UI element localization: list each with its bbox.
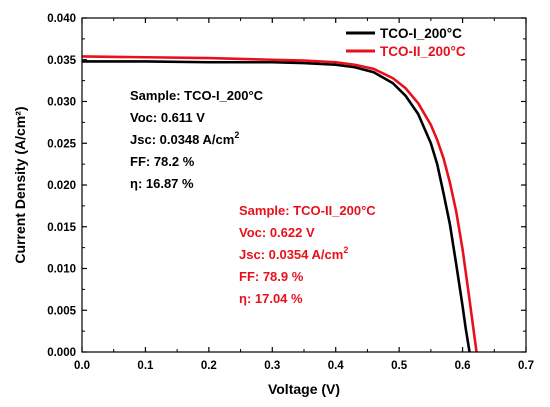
- annotation-line: FF: 78.2 %: [130, 154, 195, 169]
- series-line-1: [82, 60, 471, 352]
- x-tick-label: 0.2: [201, 360, 217, 372]
- annotation-line: η: 17.04 %: [239, 291, 303, 306]
- annotation-line: Jsc: 0.0354 A/cm2: [239, 245, 348, 262]
- annotation-line: FF: 78.9 %: [239, 269, 304, 284]
- legend-label-2: TCO-II_200°C: [380, 44, 466, 59]
- y-tick-label: 0.020: [47, 180, 76, 192]
- y-axis-title: Current Density (A/cm²): [12, 106, 28, 263]
- y-tick-label: 0.010: [47, 264, 76, 276]
- y-tick-label: 0.025: [47, 138, 76, 150]
- x-tick-label: 0.7: [518, 360, 534, 372]
- axes: 0.0 0.1 0.2 0.3 0.4 0.5 0.6 0.7 0.000 0.005 0.010 0…: [12, 13, 534, 397]
- y-tick-label: 0.015: [47, 222, 76, 234]
- series-line-2: [82, 55, 478, 352]
- annotations: Sample: TCO-I_200°C Voc: 0.611 V Jsc: 0.03…: [130, 88, 376, 306]
- annotation-line: Voc: 0.611 V: [130, 110, 205, 125]
- x-tick-label: 0.4: [328, 360, 345, 372]
- x-tick-label: 0.6: [455, 360, 471, 372]
- legend-label-1: TCO-I_200°C: [380, 26, 462, 41]
- annotation-line: Jsc: 0.0348 A/cm2: [130, 130, 239, 147]
- y-tick-label: 0.000: [47, 347, 76, 359]
- y-tick-label: 0.040: [47, 13, 76, 25]
- y-tick-label: 0.030: [47, 97, 76, 109]
- annotation-line: η: 16.87 %: [130, 176, 194, 191]
- legend: TCO-I_200°C TCO-II_200°C: [346, 26, 466, 59]
- y-tick-label: 0.035: [47, 55, 76, 67]
- x-axis-title: Voltage (V): [268, 381, 340, 397]
- plot-area: [82, 55, 478, 352]
- annotation-line: Sample: TCO-II_200°C: [239, 203, 376, 218]
- x-tick-label: 0.1: [137, 360, 154, 372]
- annotation-line: Sample: TCO-I_200°C: [130, 88, 264, 103]
- annotation-line: Voc: 0.622 V: [239, 225, 315, 240]
- y-tick-label: 0.005: [47, 305, 76, 317]
- x-tick-label: 0.0: [74, 360, 90, 372]
- x-tick-label: 0.3: [264, 360, 280, 372]
- x-tick-label: 0.5: [391, 360, 408, 372]
